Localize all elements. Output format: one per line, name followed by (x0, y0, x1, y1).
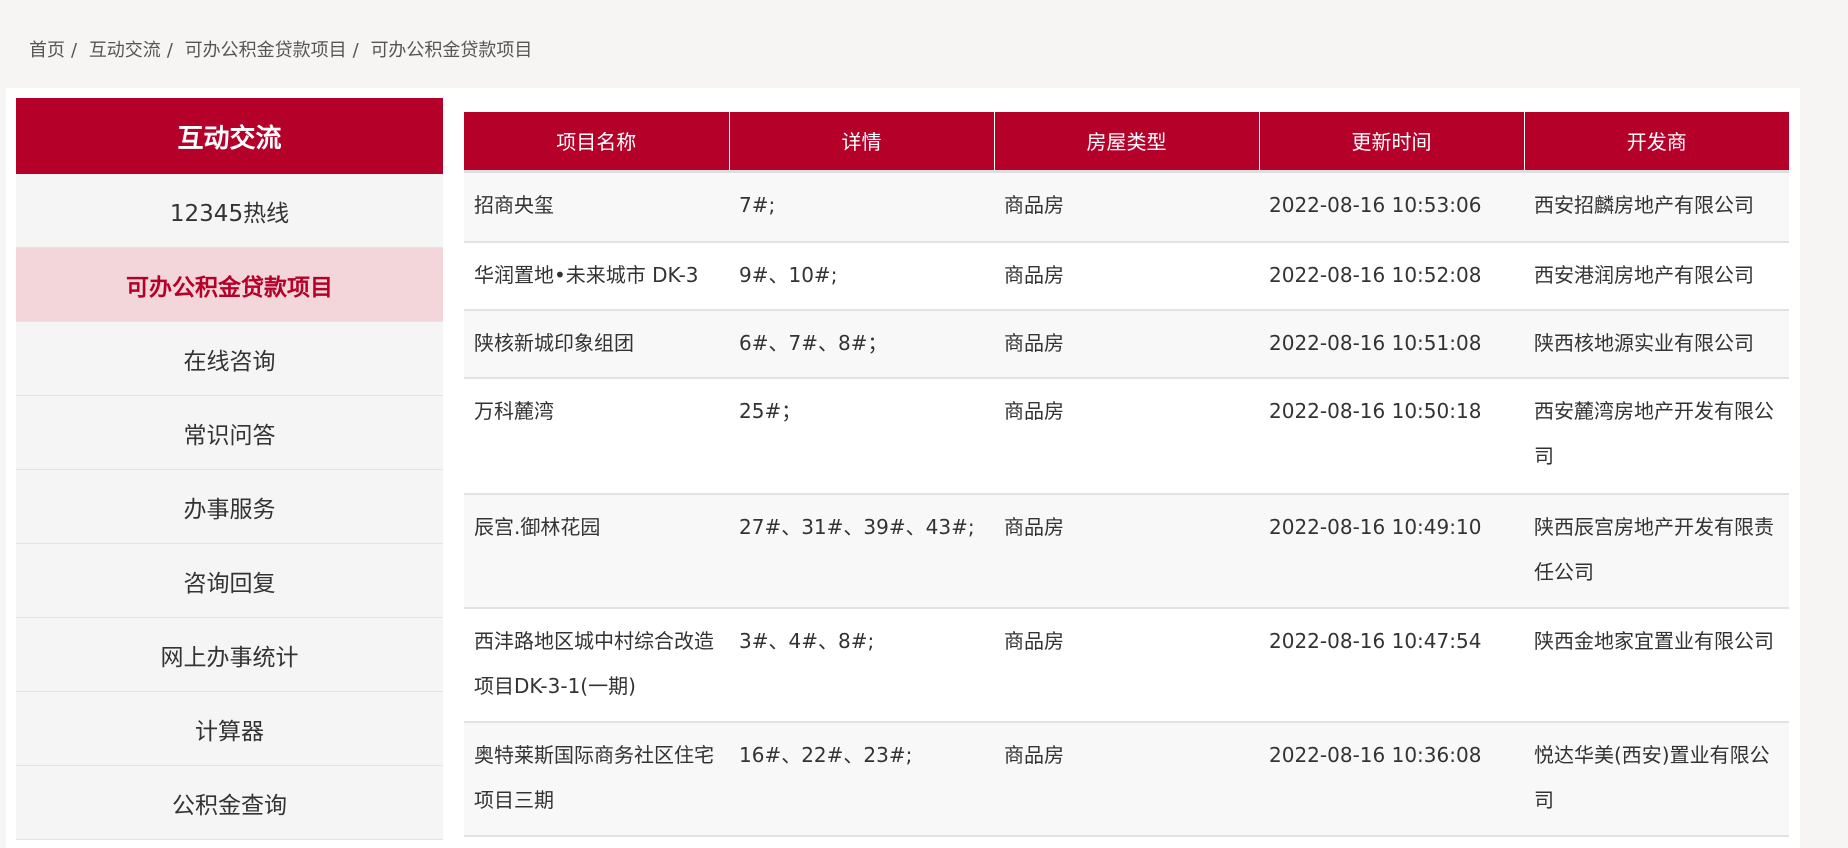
sidebar: 互动交流 12345热线 可办公积金贷款项目 在线咨询 常识问答 办事服务 咨询回复 网上办… (16, 98, 443, 840)
update-time-cell: 2022-08-16 10:36:08 (1259, 722, 1524, 837)
developer-cell: 西安麓湾房地产开发有限公司 (1524, 378, 1789, 495)
breadcrumb-separator: / (352, 40, 359, 61)
detail-cell: 6#、7#、8#； (729, 310, 994, 379)
update-time-cell: 2022-08-16 10:47:54 (1259, 608, 1524, 723)
project-name-cell[interactable]: 西沣路地区城中村综合改造项目DK-3-1(一期) (464, 608, 729, 723)
projects-table: 项目名称 详情 房屋类型 更新时间 开发商 招商央玺 7#; 商品房 2022-08-16 1… (464, 112, 1789, 837)
table-row[interactable]: 奥特莱斯国际商务社区住宅项目三期 16#、22#、23#; 商品房 2022-08-1… (464, 722, 1789, 837)
table-row[interactable]: 万科麓湾 25#； 商品房 2022-08-16 10:50:18 西安麓湾房地产开发有… (464, 378, 1789, 495)
update-time-cell: 2022-08-16 10:53:06 (1259, 171, 1524, 243)
house-type-cell: 商品房 (994, 608, 1259, 723)
breadcrumb-loan-projects[interactable]: 可办公积金贷款项目 (184, 40, 347, 61)
developer-cell: 西安港润房地产有限公司 (1524, 242, 1789, 311)
update-time-cell: 2022-08-16 10:49:10 (1259, 494, 1524, 609)
sidebar-item[interactable]: 计算器 (16, 692, 443, 766)
developer-cell: 陕西核地源实业有限公司 (1524, 310, 1789, 379)
table-row[interactable]: 招商央玺 7#; 商品房 2022-08-16 10:53:06 西安招麟房地产有限公司 (464, 171, 1789, 243)
sidebar-title: 互动交流 (16, 98, 443, 174)
house-type-cell: 商品房 (994, 722, 1259, 837)
table-row[interactable]: 陕核新城印象组团 6#、7#、8#； 商品房 2022-08-16 10:51:08 陕… (464, 310, 1789, 379)
sidebar-item[interactable]: 在线咨询 (16, 322, 443, 396)
column-header: 开发商 (1524, 112, 1789, 173)
house-type-cell: 商品房 (994, 378, 1259, 495)
column-header: 更新时间 (1259, 112, 1525, 173)
detail-cell: 9#、10#; (729, 242, 994, 311)
project-name-cell[interactable]: 招商央玺 (464, 171, 729, 243)
house-type-cell: 商品房 (994, 242, 1259, 311)
breadcrumb-separator: / (166, 40, 173, 61)
developer-cell: 悦达华美(西安)置业有限公司 (1524, 722, 1789, 837)
sidebar-item[interactable]: 12345热线 (16, 174, 443, 248)
sidebar-item[interactable]: 咨询回复 (16, 544, 443, 618)
table-row[interactable]: 西沣路地区城中村综合改造项目DK-3-1(一期) 3#、4#、8#; 商品房 2022… (464, 608, 1789, 723)
sidebar-item[interactable]: 可办公积金贷款项目 (16, 248, 443, 322)
detail-cell: 7#; (729, 171, 994, 243)
project-name-cell[interactable]: 辰宫.御林花园 (464, 494, 729, 609)
detail-cell: 16#、22#、23#; (729, 722, 994, 837)
breadcrumb-home[interactable]: 首页 (29, 40, 65, 61)
project-name-cell[interactable]: 华润置地•未来城市 DK-3 (464, 242, 729, 311)
column-header: 详情 (729, 112, 995, 173)
detail-cell: 3#、4#、8#; (729, 608, 994, 723)
breadcrumb: 首页 / 互动交流 / 可办公积金贷款项目 / 可办公积金贷款项目 (29, 36, 538, 62)
detail-cell: 27#、31#、39#、43#; (729, 494, 994, 609)
house-type-cell: 商品房 (994, 310, 1259, 379)
developer-cell: 陕西金地家宜置业有限公司 (1524, 608, 1789, 723)
detail-cell: 25#； (729, 378, 994, 495)
table-header-row: 项目名称 详情 房屋类型 更新时间 开发商 (464, 112, 1789, 173)
sidebar-item[interactable]: 公积金查询 (16, 766, 443, 840)
sidebar-item[interactable]: 常识问答 (16, 396, 443, 470)
project-name-cell[interactable]: 万科麓湾 (464, 378, 729, 495)
column-header: 项目名称 (464, 112, 730, 173)
breadcrumb-current: 可办公积金贷款项目 (370, 40, 533, 61)
breadcrumb-interaction[interactable]: 互动交流 (88, 40, 161, 61)
sidebar-item[interactable]: 办事服务 (16, 470, 443, 544)
project-name-cell[interactable]: 陕核新城印象组团 (464, 310, 729, 379)
house-type-cell: 商品房 (994, 494, 1259, 609)
table-row[interactable]: 华润置地•未来城市 DK-3 9#、10#; 商品房 2022-08-16 10:52… (464, 242, 1789, 311)
sidebar-item[interactable]: 网上办事统计 (16, 618, 443, 692)
table-row[interactable]: 辰宫.御林花园 27#、31#、39#、43#; 商品房 2022-08-16 10:… (464, 494, 1789, 609)
developer-cell: 陕西辰宫房地产开发有限责任公司 (1524, 494, 1789, 609)
update-time-cell: 2022-08-16 10:50:18 (1259, 378, 1524, 495)
project-name-cell[interactable]: 奥特莱斯国际商务社区住宅项目三期 (464, 722, 729, 837)
developer-cell: 西安招麟房地产有限公司 (1524, 171, 1789, 243)
update-time-cell: 2022-08-16 10:52:08 (1259, 242, 1524, 311)
house-type-cell: 商品房 (994, 171, 1259, 243)
breadcrumb-separator: / (71, 40, 78, 61)
update-time-cell: 2022-08-16 10:51:08 (1259, 310, 1524, 379)
column-header: 房屋类型 (994, 112, 1260, 173)
